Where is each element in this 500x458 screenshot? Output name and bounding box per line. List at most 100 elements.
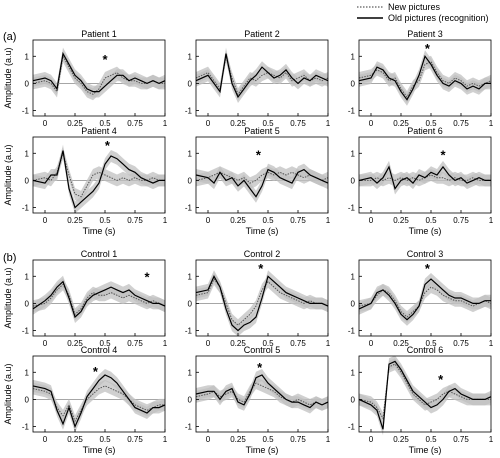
axes-box	[358, 259, 492, 337]
panel-title: Patient 2	[244, 29, 280, 39]
y-tick-label: 1	[351, 272, 356, 281]
x-tick-label: 0.75	[290, 339, 306, 348]
y-tick-label: -1	[185, 107, 193, 116]
y-tick-label: 0	[25, 79, 30, 88]
y-tick-label: 1	[188, 149, 193, 158]
x-tick-label: 0.5	[425, 119, 437, 128]
y-tick-label: 1	[188, 52, 193, 61]
new-pictures-band	[33, 379, 165, 428]
x-tick-label: 0	[206, 119, 211, 128]
y-tick-label: 1	[25, 368, 30, 377]
y-tick-label: 0	[351, 299, 356, 308]
y-tick-label: 0	[25, 299, 30, 308]
y-axis-label: Amplitude (a.u)	[3, 47, 13, 108]
x-axis-label: Time (s)	[83, 445, 116, 455]
y-axis-label: Amplitude (a.u)	[3, 363, 13, 424]
y-axis-label: Amplitude (a.u)	[3, 267, 13, 328]
x-tick-label: 1	[326, 216, 331, 225]
legend-old-label: Old pictures (recognition)	[388, 13, 489, 23]
y-tick-label: 1	[188, 272, 193, 281]
significance-marker: *	[258, 261, 264, 276]
panel-title: Control 3	[407, 249, 444, 259]
y-tick-label: 0	[25, 395, 30, 404]
significance-marker: *	[440, 148, 446, 163]
x-tick-label: 0.75	[127, 339, 143, 348]
x-tick-label: 0.25	[230, 216, 246, 225]
x-tick-label: 0.25	[67, 119, 83, 128]
new-pictures-line	[358, 363, 491, 421]
x-tick-label: 1	[489, 216, 494, 225]
y-tick-label: -1	[22, 327, 30, 336]
y-axis-label: Amplitude (a.u)	[3, 144, 13, 205]
panel-title: Patient 1	[81, 29, 117, 39]
x-tick-label: 0.5	[99, 119, 111, 128]
y-tick-label: -1	[185, 327, 193, 336]
x-tick-label: 0.5	[99, 339, 111, 348]
significance-marker: *	[257, 360, 263, 375]
x-tick-label: 0	[43, 119, 48, 128]
x-tick-label: 0.5	[425, 435, 437, 444]
section-label-b: (b)	[3, 252, 16, 264]
axes-box	[32, 259, 166, 337]
chart-panel: Patient 2 0 0.25 0.5 0.75 1 -1 0 1	[185, 29, 331, 128]
x-tick-label: 1	[163, 435, 168, 444]
y-tick-label: 0	[351, 176, 356, 185]
panel-title: Patient 4	[81, 126, 117, 136]
y-tick-label: -1	[22, 204, 30, 213]
y-tick-label: 1	[351, 368, 356, 377]
x-tick-label: 0.25	[67, 435, 83, 444]
significance-marker: *	[425, 41, 431, 56]
x-tick-label: 0.25	[393, 119, 409, 128]
x-tick-label: 0.5	[99, 216, 111, 225]
x-tick-label: 1	[489, 339, 494, 348]
new-pictures-line	[358, 61, 492, 98]
x-tick-label: 0.25	[230, 435, 246, 444]
old-pictures-line	[358, 165, 491, 190]
chart-panel: Control 4 0 0.25 0.5 0.75 1 -1 0 1 * Time (s) Ampli…	[3, 345, 168, 455]
x-tick-label: 0.5	[262, 435, 274, 444]
y-tick-label: 0	[351, 79, 356, 88]
y-tick-label: 0	[25, 176, 30, 185]
y-tick-label: -1	[348, 204, 356, 213]
axes-box	[195, 259, 329, 337]
x-tick-label: 1	[326, 435, 331, 444]
old-pictures-line	[195, 274, 329, 332]
old-pictures-line	[195, 53, 329, 99]
x-tick-label: 0.75	[453, 216, 469, 225]
y-tick-label: 1	[25, 149, 30, 158]
y-tick-label: -1	[348, 423, 356, 432]
new-pictures-band	[359, 281, 491, 323]
panel-title: Patient 3	[407, 29, 443, 39]
y-tick-label: 1	[188, 368, 193, 377]
x-tick-label: 0.25	[393, 339, 409, 348]
new-pictures-band	[33, 147, 165, 203]
significance-marker: *	[438, 372, 444, 387]
new-pictures-line	[359, 174, 491, 181]
y-tick-label: -1	[185, 204, 193, 213]
panel-title: Control 1	[81, 249, 118, 259]
section-label-a: (a)	[3, 31, 16, 43]
chart-panel: Control 5 0 0.25 0.5 0.75 1 -1 0 1 * Time (s)	[185, 345, 331, 455]
x-tick-label: 0.75	[453, 119, 469, 128]
x-tick-label: 0.25	[393, 435, 409, 444]
panel-title: Control 5	[244, 345, 281, 355]
y-tick-label: -1	[348, 107, 356, 116]
x-tick-label: 0.75	[127, 216, 143, 225]
chart-panel: Control 6 0 0.25 0.5 0.75 1 -1 0 1 * Time (s)	[348, 345, 494, 455]
legend: New pictures Old pictures (recognition)	[357, 2, 489, 23]
axes-box	[195, 136, 329, 214]
x-tick-label: 0	[206, 339, 211, 348]
x-tick-label: 0.5	[262, 119, 274, 128]
panels: Patient 1 0 0.25 0.5 0.75 1 -1 0 1 * Amplitude (a.…	[3, 29, 494, 455]
new-pictures-line	[358, 286, 492, 318]
y-tick-label: 0	[188, 79, 193, 88]
old-pictures-line	[195, 374, 329, 409]
old-pictures-band	[359, 50, 491, 106]
y-tick-label: 1	[351, 149, 356, 158]
x-axis-label: Time (s)	[409, 226, 442, 236]
x-tick-label: 0.5	[262, 216, 274, 225]
significance-marker: *	[425, 261, 431, 276]
x-tick-label: 0	[206, 216, 211, 225]
x-tick-label: 0.5	[99, 435, 111, 444]
